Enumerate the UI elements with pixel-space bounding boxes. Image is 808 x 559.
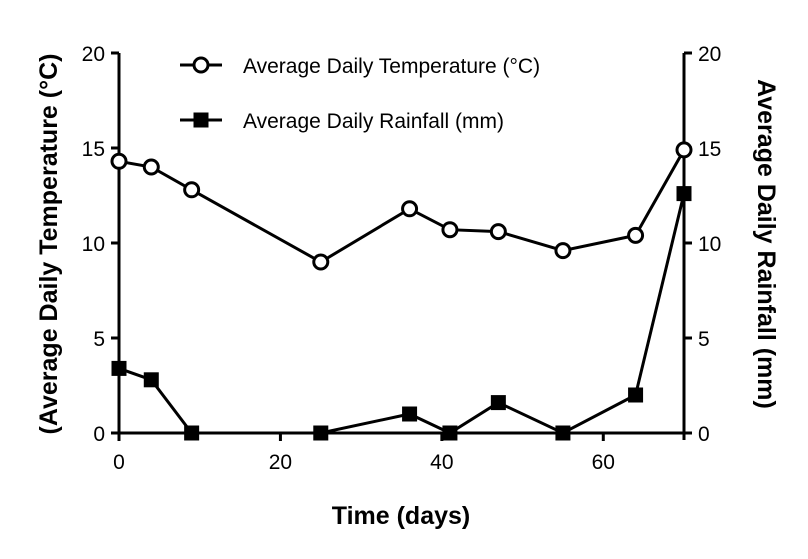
y-left-tick-label: 5: [93, 328, 105, 351]
series-2-point: [402, 406, 418, 422]
series-2-line: [118, 193, 686, 435]
series-1-point: [110, 152, 128, 170]
x-tick-label: 20: [269, 451, 292, 474]
series-2-point: [555, 425, 571, 441]
series-1-point: [142, 158, 160, 176]
series-2-point: [184, 425, 200, 441]
series-1-point: [183, 181, 201, 199]
y-right-tick-label: 10: [698, 233, 721, 256]
series-2-point: [313, 425, 329, 441]
y-left-tick-label: 10: [82, 233, 105, 256]
series-2-point: [490, 395, 506, 411]
axes-layer: 0 20 40 60 0 5 10 15 20 0 5 10 15 20: [82, 43, 722, 474]
series-1-line: [118, 149, 686, 264]
series-1-point: [441, 221, 459, 239]
legend: Average Daily Temperature (°C) Average Da…: [180, 55, 540, 133]
y-right-tick-label: 20: [698, 43, 721, 66]
y-right-tick-label: 15: [698, 138, 721, 161]
series-1-point: [401, 200, 419, 218]
series-2-point: [676, 186, 692, 202]
y-left-tick-label: 0: [93, 423, 105, 446]
series-1-point: [489, 223, 507, 241]
y-right-tick-label: 0: [698, 423, 710, 446]
legend-label-1: Average Daily Temperature (°C): [243, 55, 540, 78]
x-tick-label: 40: [430, 451, 453, 474]
series-1-point: [554, 242, 572, 260]
y-left-tick-label: 15: [82, 138, 105, 161]
series-2-point: [143, 372, 159, 388]
y-left-tick-label: 20: [82, 43, 105, 66]
series-1-point: [627, 226, 645, 244]
series-2-point: [628, 387, 644, 403]
series-1-point: [675, 141, 693, 159]
y-right-tick-label: 5: [698, 328, 710, 351]
y-axis-right-title: Average Daily Rainfall (mm): [752, 79, 780, 409]
legend-label-2: Average Daily Rainfall (mm): [243, 110, 504, 133]
x-tick-label: 0: [113, 451, 125, 474]
series-layer: [110, 141, 693, 441]
x-axis-title: Time (days): [332, 502, 470, 530]
x-tick-label: 60: [592, 451, 615, 474]
y-axis-left-title: (Average Daily Temperature (°C): [35, 54, 63, 435]
series-2-point: [111, 360, 127, 376]
series-2-point: [442, 425, 458, 441]
legend-marker-1: [192, 56, 210, 74]
series-1-point: [312, 253, 330, 271]
legend-marker-2: [193, 112, 209, 128]
